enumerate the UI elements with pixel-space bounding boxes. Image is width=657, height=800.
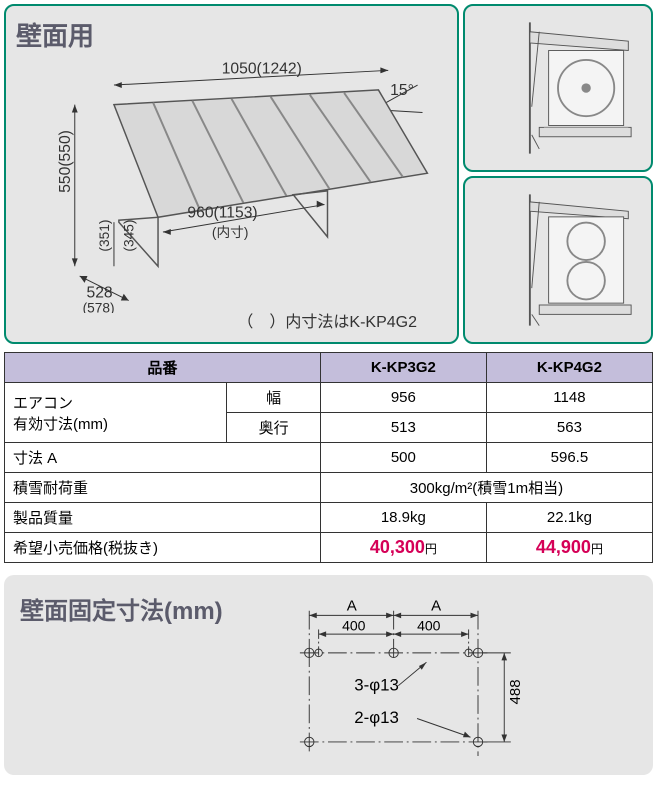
cell-price-1: 40,300円 [320, 533, 486, 563]
svg-text:488: 488 [507, 679, 524, 704]
row-dimA-label: 寸法 A [5, 443, 321, 473]
cell-mass-1: 18.9kg [320, 503, 486, 533]
install-illustration-2 [463, 176, 653, 344]
cell-depth-1: 513 [320, 413, 486, 443]
svg-text:(351): (351) [97, 220, 112, 252]
col-model2: K-KP4G2 [486, 353, 652, 383]
svg-text:550(550): 550(550) [57, 130, 74, 193]
col-partno: 品番 [5, 353, 321, 383]
cell-price-2: 44,900円 [486, 533, 652, 563]
svg-text:(内寸): (内寸) [212, 225, 249, 240]
svg-text:1050(1242): 1050(1242) [222, 60, 302, 77]
cell-width-2: 1148 [486, 383, 652, 413]
cell-snow: 300kg/m²(積雪1m相当) [320, 473, 652, 503]
svg-text:960(1153): 960(1153) [187, 204, 257, 221]
row-mass-label: 製品質量 [5, 503, 321, 533]
row-price-label: 希望小売価格(税抜き) [5, 533, 321, 563]
cell-dimA-1: 500 [320, 443, 486, 473]
svg-text:A: A [346, 598, 356, 615]
cell-dimA-2: 596.5 [486, 443, 652, 473]
fixing-dim-panel: 壁面固定寸法(mm) A A 400 400 [4, 575, 653, 775]
cell-width-1: 956 [320, 383, 486, 413]
col-model1: K-KP3G2 [320, 353, 486, 383]
row-width-label: 幅 [227, 383, 320, 413]
fixing-title: 壁面固定寸法 [20, 598, 164, 625]
svg-text:(345): (345) [122, 220, 137, 252]
fixing-diagram: A A 400 400 [253, 591, 553, 771]
row-snow-label: 積雪耐荷重 [5, 473, 321, 503]
spec-table: 品番 K-KP3G2 K-KP4G2 エアコン 有効寸法(mm) 幅 956 1… [4, 352, 653, 563]
cell-mass-2: 22.1kg [486, 503, 652, 533]
svg-text:(578): (578) [83, 300, 115, 313]
svg-text:400: 400 [417, 617, 441, 633]
install-illustration-1 [463, 4, 653, 172]
svg-text:400: 400 [342, 617, 366, 633]
bracket-diagram: 1050(1242) 15° [16, 53, 447, 313]
row-ac-dims: エアコン 有効寸法(mm) [5, 383, 227, 443]
row-depth-label: 奥行 [227, 413, 320, 443]
cell-depth-2: 563 [486, 413, 652, 443]
svg-text:3-φ13: 3-φ13 [354, 675, 399, 694]
page-title: 壁面用 [16, 16, 447, 53]
svg-text:A: A [431, 598, 441, 615]
main-diagram-panel: 壁面用 1050(1242) 15° [4, 4, 459, 344]
svg-text:528: 528 [87, 285, 113, 302]
svg-text:2-φ13: 2-φ13 [354, 708, 399, 727]
diagram-note: （ ）内寸法はK-KP4G2 [237, 308, 417, 332]
svg-text:15°: 15° [390, 82, 414, 99]
